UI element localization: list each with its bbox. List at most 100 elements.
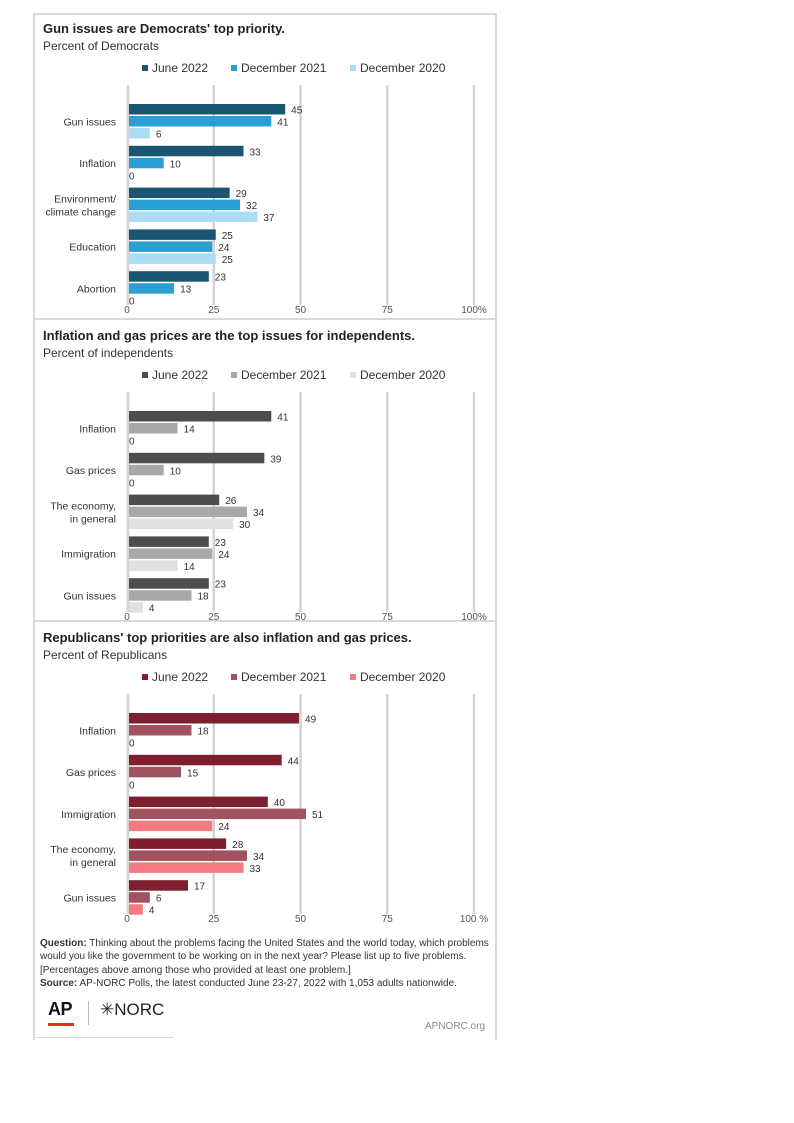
x-tick-label: 25 (208, 612, 220, 623)
category-label: The economy, in general (50, 844, 116, 869)
ap-logo-underline (48, 1023, 74, 1026)
category-label: Gas prices (66, 767, 116, 779)
legend-swatch (142, 65, 148, 71)
category-label: The economy, in general (50, 500, 116, 525)
bar (129, 128, 150, 139)
data-label: 0 (129, 437, 135, 448)
data-label: 33 (250, 864, 262, 875)
x-tick-label: 75 (382, 612, 394, 623)
data-label: 34 (253, 508, 265, 519)
data-label: 0 (129, 739, 135, 750)
data-label: 44 (288, 756, 300, 767)
data-label: 10 (170, 466, 182, 477)
data-label: 23 (215, 580, 227, 591)
bar (129, 602, 143, 613)
source-label: Source: (40, 978, 78, 990)
data-label: 13 (180, 285, 192, 296)
bar (129, 725, 192, 736)
x-tick-label: 0 (124, 305, 130, 316)
data-label: 30 (239, 520, 251, 531)
x-tick-label: 50 (295, 305, 307, 316)
bar (129, 590, 192, 601)
bar (129, 157, 164, 169)
data-label: 26 (225, 496, 237, 507)
legend-label: June 2022 (152, 670, 208, 684)
x-tick-label: 25 (208, 914, 220, 925)
data-label: 40 (274, 798, 286, 809)
chart-subtitle: Percent of Republicans (43, 648, 168, 662)
bar (129, 796, 268, 808)
legend-swatch (350, 674, 356, 680)
bar-chart: 0 25 50 75 100% June 2022 December 2021 Decembe… (45, 61, 487, 316)
data-label: 49 (305, 715, 317, 726)
logos: AP ✳NORC (48, 999, 178, 1029)
category-label: Environment/climate change (45, 193, 116, 218)
x-tick-label: 50 (295, 914, 307, 925)
bar (129, 411, 272, 422)
chart-footer: Question: Thinking about the problems fa… (40, 937, 490, 991)
bar (129, 548, 213, 559)
legend-label: December 2021 (241, 61, 327, 75)
data-label: 41 (277, 118, 289, 129)
x-tick-label: 50 (295, 612, 307, 623)
bar (129, 713, 300, 724)
x-tick-label: 100 % (460, 914, 488, 925)
category-label: Inflation (79, 725, 116, 737)
data-label: 33 (250, 147, 262, 158)
bar (129, 145, 244, 157)
legend-label: December 2020 (360, 368, 446, 382)
data-label: 24 (218, 550, 230, 561)
bar (129, 808, 306, 820)
legend-label: December 2021 (241, 368, 327, 382)
bar (129, 820, 213, 832)
category-label: Gun issues (63, 892, 116, 904)
data-label: 24 (218, 822, 230, 833)
data-label: 37 (263, 213, 275, 224)
bar (129, 423, 178, 434)
category-label: Gun issues (63, 590, 116, 602)
logo-divider (88, 1001, 89, 1025)
chart-panel: Gun issues are Democrats' top priority. P… (33, 13, 495, 318)
legend-label: June 2022 (152, 61, 208, 75)
data-label: 24 (218, 243, 230, 254)
bar (129, 229, 216, 240)
category-label: Gas prices (66, 465, 116, 477)
legend-swatch (350, 372, 356, 378)
category-label: Immigration (61, 549, 116, 561)
bar (129, 892, 150, 903)
bar (129, 104, 286, 115)
data-label: 6 (156, 130, 162, 141)
bar (129, 838, 227, 849)
data-label: 32 (246, 201, 258, 212)
data-label: 14 (184, 562, 196, 573)
bar (129, 253, 216, 264)
data-label: 15 (187, 768, 199, 779)
data-label: 51 (312, 810, 324, 821)
bar-chart: 0 25 50 75 100% June 2022 December 2021 Decembe… (50, 368, 487, 623)
data-label: 23 (215, 538, 227, 549)
data-label: 10 (170, 159, 182, 170)
data-label: 29 (236, 189, 248, 200)
x-tick-label: 0 (124, 612, 130, 623)
data-label: 34 (253, 852, 265, 863)
bar (129, 904, 143, 915)
x-tick-label: 25 (208, 305, 220, 316)
bar (129, 452, 265, 464)
legend-swatch (350, 65, 356, 71)
bar (129, 506, 247, 518)
bar (129, 518, 234, 530)
ap-logo: AP (48, 999, 73, 1019)
data-label: 41 (277, 413, 289, 424)
bar (129, 880, 188, 891)
chart-title: Republicans' top priorities are also inf… (43, 630, 412, 645)
bar (129, 578, 209, 589)
source-text: AP-NORC Polls, the latest conducted June… (79, 978, 457, 990)
bar (129, 241, 213, 252)
category-label: Abortion (77, 283, 116, 295)
data-label: 0 (129, 780, 135, 791)
question-label: Question: (40, 938, 87, 949)
category-label: Immigration (61, 809, 116, 821)
data-label: 6 (156, 894, 162, 905)
data-label: 25 (222, 231, 234, 242)
data-label: 23 (215, 273, 227, 284)
